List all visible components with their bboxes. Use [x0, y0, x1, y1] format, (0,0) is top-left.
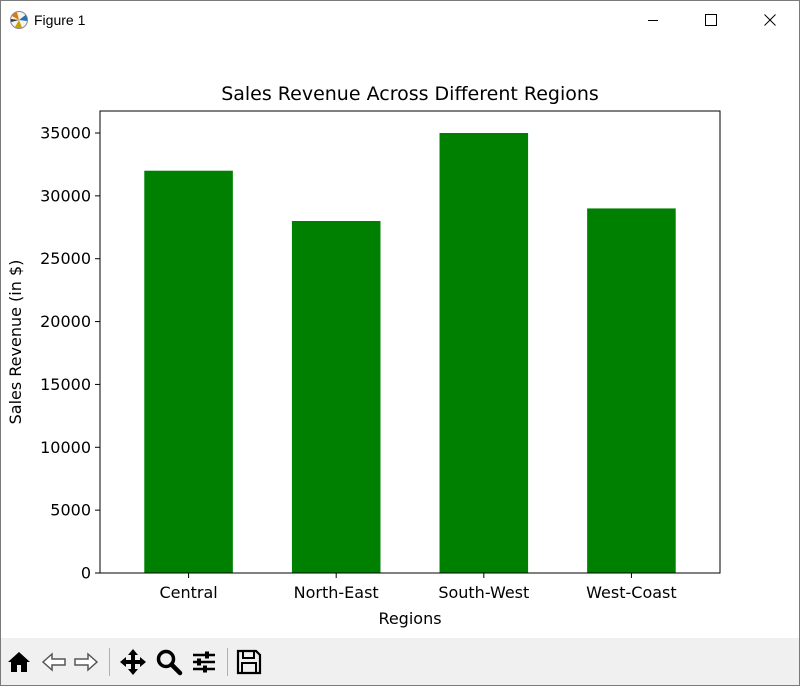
window-title: Figure 1 — [34, 12, 86, 28]
home-button[interactable] — [5, 648, 33, 676]
bar-north-east — [291, 221, 381, 573]
y-axis-label: Sales Revenue (in $) — [6, 260, 25, 425]
navigation-toolbar — [1, 638, 799, 685]
figure-canvas[interactable]: Sales Revenue Across Different Regions 0… — [1, 39, 799, 637]
zoom-button[interactable] — [155, 648, 183, 676]
y-tick-label: 30000 — [40, 186, 91, 205]
y-tick-label: 20000 — [40, 312, 91, 331]
configure-subplots-icon — [193, 651, 215, 673]
toolbar-separator — [109, 648, 110, 676]
configure-subplots-button[interactable] — [190, 648, 218, 676]
bar-chart: Sales Revenue Across Different Regions 0… — [6, 83, 721, 628]
save-floppy-icon — [236, 649, 262, 675]
matplotlib-figure-icon — [9, 10, 29, 30]
title-bar[interactable]: Figure 1 — [1, 1, 799, 39]
x-tick-label: Central — [159, 583, 217, 602]
close-button[interactable] — [747, 1, 793, 39]
x-axis-label: Regions — [378, 609, 441, 628]
y-tick-label: 25000 — [40, 249, 91, 268]
y-tick-label: 15000 — [40, 375, 91, 394]
maximize-button[interactable] — [688, 1, 734, 39]
chart-title: Sales Revenue Across Different Regions — [221, 83, 599, 105]
back-button[interactable] — [40, 648, 68, 676]
save-button[interactable] — [235, 648, 263, 676]
forward-arrow-icon — [74, 652, 99, 672]
x-tick-label: West-Coast — [586, 583, 676, 602]
pan-move-icon — [120, 649, 146, 675]
minimize-button[interactable] — [630, 1, 676, 39]
back-arrow-icon — [41, 652, 66, 672]
toolbar-separator — [227, 648, 228, 676]
minimize-icon — [648, 20, 658, 21]
y-tick-label: 10000 — [40, 438, 91, 457]
zoom-magnifier-icon — [156, 649, 183, 676]
pan-button[interactable] — [119, 648, 147, 676]
x-tick-label: South-West — [438, 583, 529, 602]
close-icon — [764, 14, 776, 26]
y-tick-label: 5000 — [50, 501, 91, 520]
y-tick-label: 35000 — [40, 124, 91, 143]
maximize-icon — [705, 14, 717, 26]
bar-west-coast — [587, 208, 676, 573]
bar-south-west — [439, 133, 529, 573]
x-tick-label: North-East — [294, 583, 379, 602]
home-icon — [8, 652, 30, 672]
bar-central — [144, 170, 233, 573]
y-tick-label: 0 — [81, 564, 91, 583]
forward-button[interactable] — [72, 648, 100, 676]
axes-frame — [99, 110, 721, 574]
